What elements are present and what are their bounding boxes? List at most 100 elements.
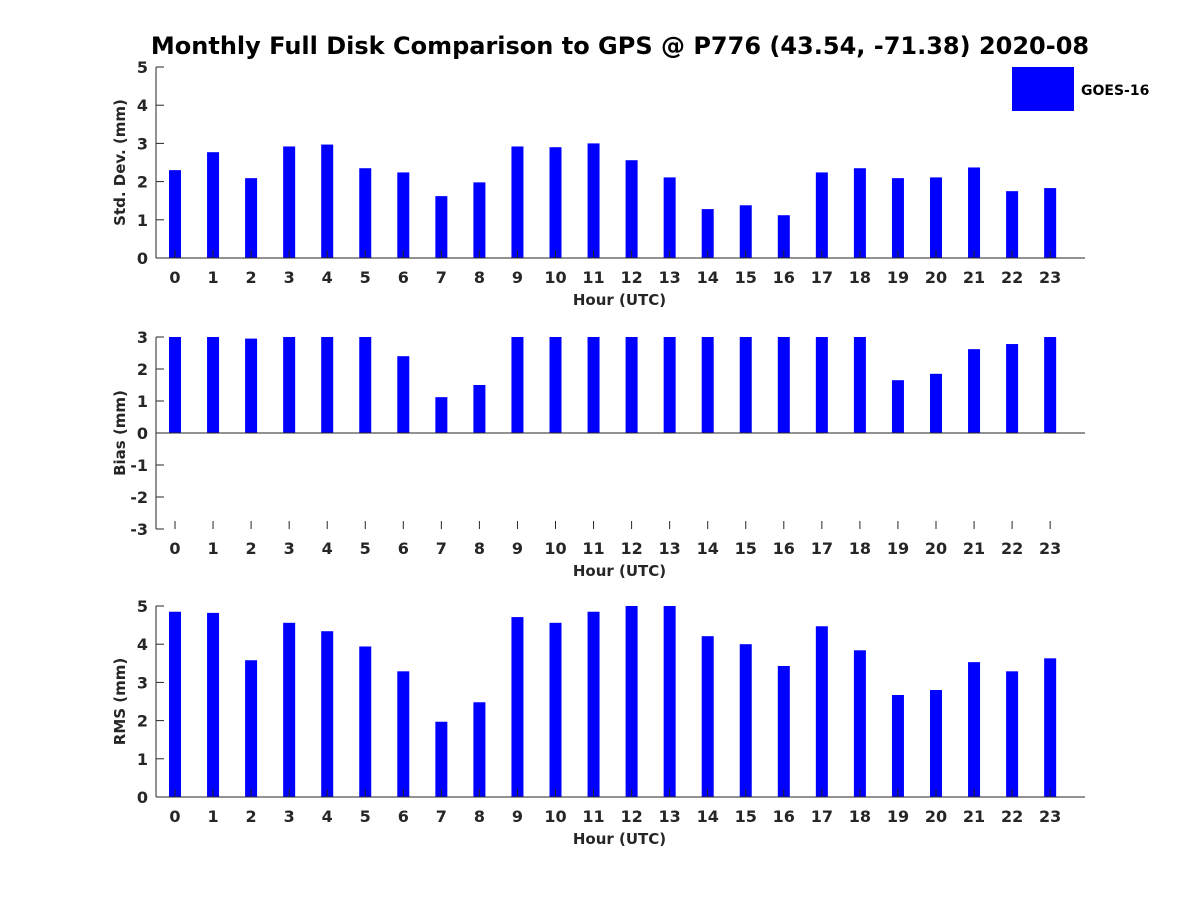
x-tick-label: 8 bbox=[474, 539, 485, 558]
bar bbox=[853, 650, 866, 797]
x-tick-label: 16 bbox=[773, 268, 795, 287]
x-tick-label: 17 bbox=[811, 268, 833, 287]
bar bbox=[245, 178, 258, 258]
x-tick-label: 10 bbox=[544, 807, 566, 826]
y-axis-label: Bias (mm) bbox=[111, 390, 129, 476]
x-tick-label: 11 bbox=[582, 807, 604, 826]
bar bbox=[321, 631, 334, 797]
bar bbox=[207, 152, 220, 258]
bar bbox=[169, 337, 181, 433]
x-tick-label: 13 bbox=[659, 807, 681, 826]
bar bbox=[549, 147, 562, 258]
bar bbox=[968, 349, 981, 433]
bar bbox=[473, 182, 486, 258]
x-tick-label: 0 bbox=[169, 539, 180, 558]
x-tick-label: 6 bbox=[398, 268, 409, 287]
x-tick-label: 0 bbox=[169, 807, 180, 826]
x-tick-label: 19 bbox=[887, 539, 909, 558]
x-tick-label: 15 bbox=[735, 539, 757, 558]
bar bbox=[283, 146, 296, 258]
legend-label: GOES-16 bbox=[1081, 83, 1149, 99]
bar bbox=[473, 702, 486, 797]
bar bbox=[283, 622, 296, 797]
x-tick-label: 7 bbox=[436, 268, 447, 287]
bar bbox=[968, 662, 981, 797]
x-tick-label: 20 bbox=[925, 268, 947, 287]
bar bbox=[169, 611, 181, 797]
x-tick-label: 2 bbox=[246, 268, 257, 287]
y-tick-label: 1 bbox=[137, 211, 148, 230]
x-tick-label: 1 bbox=[207, 268, 218, 287]
x-tick-label: 14 bbox=[697, 539, 719, 558]
bar bbox=[1006, 671, 1019, 797]
bar bbox=[245, 660, 258, 797]
bar bbox=[625, 337, 638, 433]
x-tick-label: 22 bbox=[1001, 268, 1023, 287]
y-tick-label: 3 bbox=[137, 328, 148, 347]
bar bbox=[207, 337, 220, 433]
bar bbox=[1044, 188, 1057, 258]
bar bbox=[663, 177, 676, 258]
bar bbox=[473, 385, 486, 433]
x-tick-label: 18 bbox=[849, 807, 871, 826]
x-tick-label: 12 bbox=[620, 268, 642, 287]
bar bbox=[625, 160, 638, 258]
x-tick-label: 16 bbox=[773, 539, 795, 558]
x-tick-label: 21 bbox=[963, 539, 985, 558]
y-tick-label: 3 bbox=[137, 134, 148, 153]
bar bbox=[701, 636, 714, 797]
bar bbox=[739, 205, 752, 258]
y-axis-label: Std. Dev. (mm) bbox=[111, 99, 129, 226]
bar bbox=[777, 337, 790, 433]
y-tick-label: 0 bbox=[137, 424, 148, 443]
x-tick-label: 2 bbox=[246, 539, 257, 558]
x-tick-label: 21 bbox=[963, 268, 985, 287]
bar bbox=[1044, 337, 1057, 433]
x-tick-label: 19 bbox=[887, 268, 909, 287]
y-tick-label: 4 bbox=[137, 96, 148, 115]
y-tick-label: 2 bbox=[137, 712, 148, 731]
bar bbox=[245, 338, 258, 433]
bar bbox=[283, 337, 296, 433]
x-tick-label: 4 bbox=[322, 268, 333, 287]
x-tick-label: 17 bbox=[811, 539, 833, 558]
x-tick-label: 8 bbox=[474, 807, 485, 826]
x-tick-label: 5 bbox=[360, 539, 371, 558]
x-tick-label: 7 bbox=[436, 807, 447, 826]
x-tick-label: 20 bbox=[925, 807, 947, 826]
x-tick-label: 9 bbox=[512, 539, 523, 558]
x-tick-label: 13 bbox=[659, 268, 681, 287]
bar bbox=[891, 178, 904, 258]
x-tick-label: 18 bbox=[849, 268, 871, 287]
x-tick-label: 7 bbox=[436, 539, 447, 558]
x-tick-label: 18 bbox=[849, 539, 871, 558]
x-tick-label: 23 bbox=[1039, 539, 1061, 558]
bar bbox=[663, 337, 676, 433]
x-tick-label: 22 bbox=[1001, 807, 1023, 826]
x-tick-label: 21 bbox=[963, 807, 985, 826]
bar bbox=[930, 373, 942, 433]
bar bbox=[815, 172, 828, 258]
bar bbox=[511, 337, 524, 433]
y-tick-label: 0 bbox=[137, 788, 148, 807]
bar bbox=[891, 380, 904, 433]
y-tick-label: 5 bbox=[137, 58, 148, 77]
bar bbox=[169, 170, 181, 258]
x-tick-label: 15 bbox=[735, 268, 757, 287]
x-axis-label: Hour (UTC) bbox=[573, 291, 666, 309]
x-tick-label: 6 bbox=[398, 539, 409, 558]
bar bbox=[321, 144, 334, 258]
bar bbox=[359, 168, 372, 258]
x-tick-label: 22 bbox=[1001, 539, 1023, 558]
bar bbox=[207, 612, 220, 797]
x-tick-label: 12 bbox=[620, 807, 642, 826]
bar bbox=[435, 196, 448, 258]
bar bbox=[968, 167, 981, 258]
x-tick-label: 3 bbox=[284, 268, 295, 287]
